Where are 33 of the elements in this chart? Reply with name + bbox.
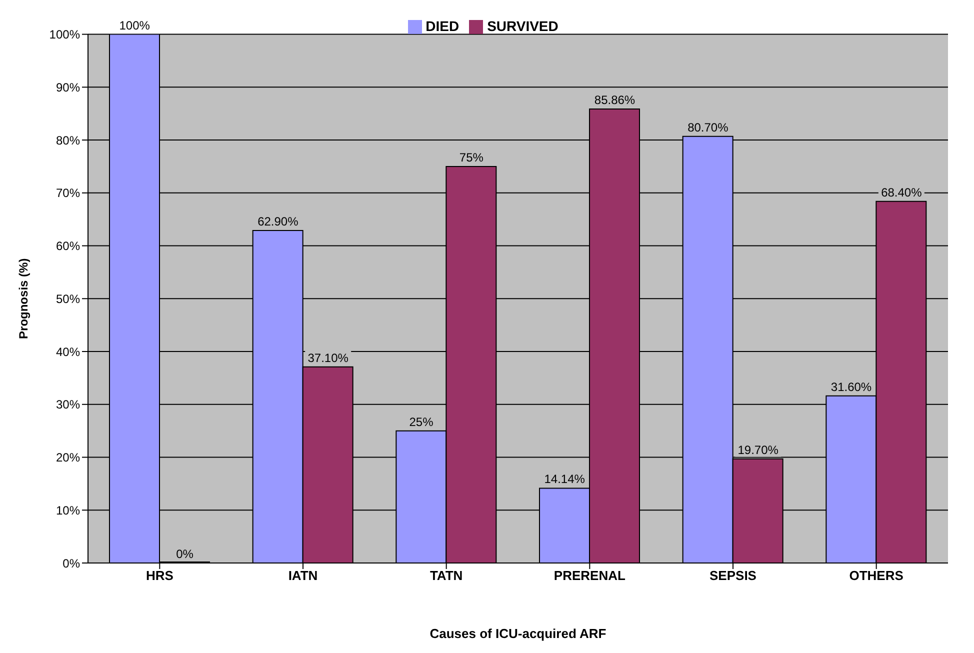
y-tick-label: 80% — [56, 133, 80, 148]
y-tick-label: 10% — [56, 503, 80, 518]
data-label: 19.70% — [738, 442, 779, 457]
data-label: 62.90% — [258, 214, 299, 228]
x-tick-label: SEPSIS — [710, 568, 757, 584]
y-tick-label: 40% — [56, 344, 80, 359]
data-label: 75% — [459, 150, 484, 164]
y-tick-label: 20% — [56, 450, 80, 465]
data-label: 37.10% — [308, 350, 349, 365]
y-tick-label: 0% — [62, 556, 80, 570]
y-tick-label: 100% — [49, 28, 80, 42]
x-tick-label: PRERENAL — [554, 568, 626, 584]
data-label: 31.60% — [830, 380, 872, 394]
y-tick-label: 30% — [56, 398, 80, 412]
data-label: 14.14% — [544, 472, 586, 486]
data-label: 0% — [176, 547, 194, 561]
y-tick-label: 50% — [56, 292, 80, 306]
y-tick-label: 70% — [56, 186, 80, 200]
x-tick-label: OTHERS — [849, 568, 904, 584]
data-label: 85.86% — [594, 93, 636, 108]
data-label: 80.70% — [688, 120, 729, 134]
y-tick-label: 90% — [56, 80, 80, 94]
y-tick-label: 60% — [56, 239, 80, 254]
legend-label: DIED — [426, 18, 460, 34]
x-axis-title: Causes of ICU-acquired ARF — [430, 626, 606, 641]
data-label: 25% — [409, 414, 434, 429]
data-label: 68.40% — [881, 185, 922, 200]
x-tick-label: IATN — [288, 568, 318, 584]
data-label: 100% — [119, 18, 150, 32]
y-axis-title: Prognosis (%) — [16, 258, 30, 339]
x-tick-label: TATN — [430, 568, 463, 584]
legend-label: SURVIVED — [487, 18, 558, 34]
x-tick-label: HRS — [146, 568, 174, 584]
